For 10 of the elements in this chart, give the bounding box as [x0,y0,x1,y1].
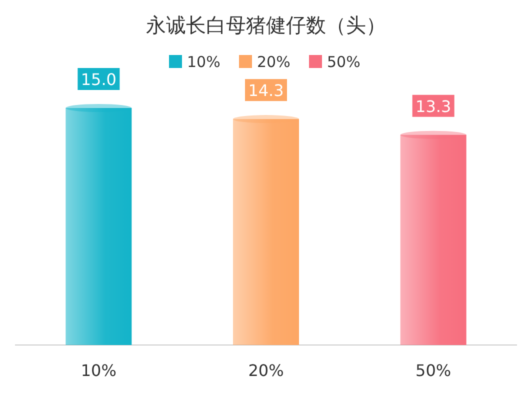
legend-label: 10% [187,53,220,71]
data-label: 13.3 [416,96,452,116]
legend-label: 20% [257,53,290,71]
data-label: 15.0 [80,70,116,89]
x-tick-label: 50% [416,361,452,380]
chart-title: 永诚长白母猪健仔数（头） [146,13,386,37]
x-tick-label: 10% [80,361,116,380]
legend-label: 50% [327,53,360,71]
x-tick-label: 20% [248,361,284,380]
data-label: 14.3 [248,81,284,100]
